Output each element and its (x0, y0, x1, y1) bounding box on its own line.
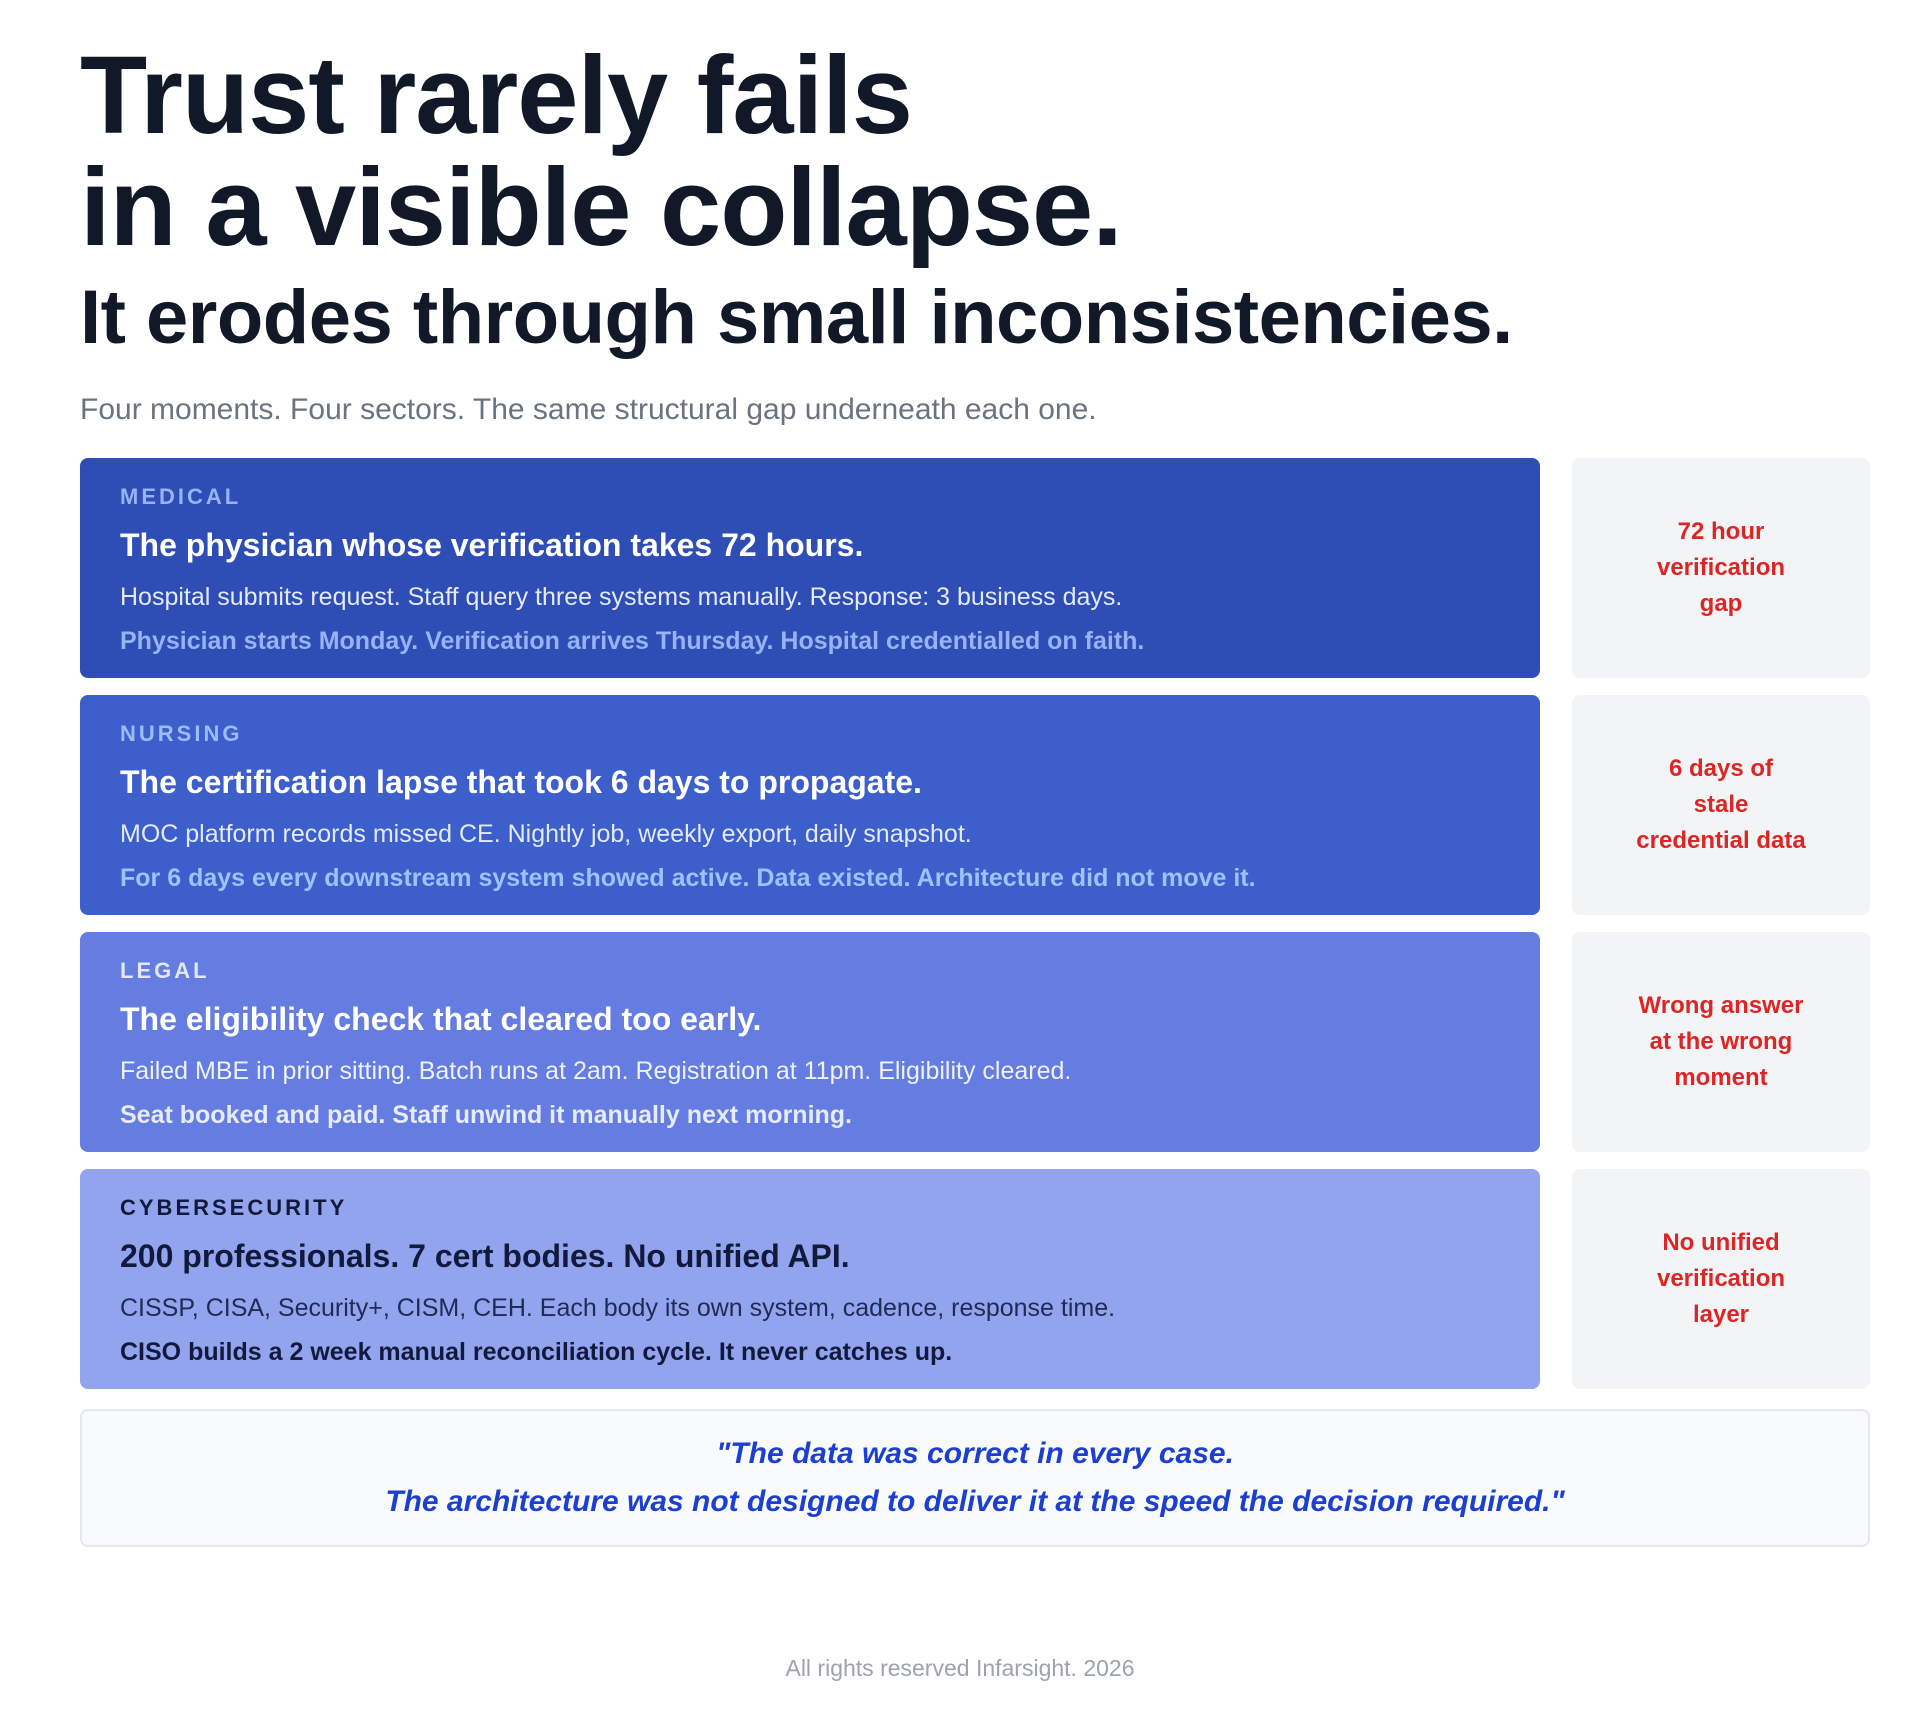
case-card: CYBERSECURITY 200 professionals. 7 cert … (80, 1169, 1540, 1389)
case-detail: Failed MBE in prior sitting. Batch runs … (120, 1057, 1072, 1085)
quote-line-1: "The data was correct in every case. (716, 1437, 1234, 1470)
gap-label: Wrong answer at the wrong moment (1638, 992, 1804, 1091)
case-row-cybersecurity: CYBERSECURITY 200 professionals. 7 cert … (80, 1169, 1870, 1389)
gap-label: 6 days of stale credential data (1636, 755, 1806, 854)
page: Trust rarely fails in a visible collapse… (80, 40, 1870, 1547)
intro-text: Four moments. Four sectors. The same str… (80, 393, 1097, 426)
case-detail: MOC platform records missed CE. Nightly … (120, 820, 972, 848)
gap-callout: 6 days of stale credential data (1572, 695, 1870, 915)
case-sector: LEGAL (120, 958, 210, 983)
gap-callout: 72 hour verification gap (1572, 458, 1870, 678)
case-sector: CYBERSECURITY (120, 1195, 348, 1220)
case-heading: The certification lapse that took 6 days… (120, 764, 922, 800)
page-subtitle: It erodes through small inconsistencies. (80, 275, 1513, 360)
page-title: Trust rarely fails in a visible collapse… (80, 40, 1870, 264)
case-outcome: Physician starts Monday. Verification ar… (120, 627, 1145, 655)
case-card: MEDICAL The physician whose verification… (80, 458, 1540, 678)
case-outcome: CISO builds a 2 week manual reconciliati… (120, 1338, 953, 1366)
case-card: LEGAL The eligibility check that cleared… (80, 932, 1540, 1152)
gap-callout: No unified verification layer (1572, 1169, 1870, 1389)
quote-line-2: The architecture was not designed to del… (385, 1485, 1565, 1518)
title-line-2: in a visible collapse. (80, 146, 1123, 269)
gap-label: No unified verification layer (1656, 1229, 1786, 1328)
quote-box: "The data was correct in every case. The… (80, 1409, 1870, 1547)
case-detail: Hospital submits request. Staff query th… (120, 583, 1123, 611)
gap-label: 72 hour verification gap (1656, 518, 1786, 617)
case-outcome: For 6 days every downstream system showe… (120, 864, 1256, 892)
case-row-legal: LEGAL The eligibility check that cleared… (80, 932, 1870, 1152)
case-card: NURSING The certification lapse that too… (80, 695, 1540, 915)
case-detail: CISSP, CISA, Security+, CISM, CEH. Each … (120, 1294, 1116, 1322)
footer-copyright: All rights reserved Infarsight. 2026 (785, 1655, 1135, 1681)
case-list: MEDICAL The physician whose verification… (80, 458, 1870, 1389)
case-row-nursing: NURSING The certification lapse that too… (80, 695, 1870, 915)
case-sector: NURSING (120, 721, 243, 746)
case-heading: 200 professionals. 7 cert bodies. No uni… (120, 1238, 850, 1274)
gap-callout: Wrong answer at the wrong moment (1572, 932, 1870, 1152)
case-outcome: Seat booked and paid. Staff unwind it ma… (120, 1101, 853, 1129)
case-heading: The physician whose verification takes 7… (120, 527, 864, 563)
title-line-1: Trust rarely fails (80, 34, 913, 157)
case-heading: The eligibility check that cleared too e… (120, 1001, 762, 1037)
case-row-medical: MEDICAL The physician whose verification… (80, 458, 1870, 678)
case-sector: MEDICAL (120, 484, 242, 509)
